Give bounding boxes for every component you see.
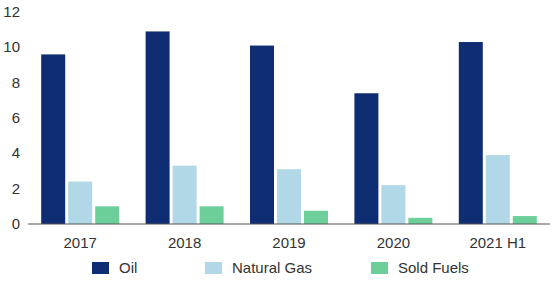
legend-swatch bbox=[205, 262, 222, 274]
chart: 0 2 4 6 8 10 12 2017 2018 2019 2020 2021 H1 Oil Natur… bbox=[0, 0, 552, 282]
bar bbox=[304, 211, 328, 224]
bar bbox=[459, 42, 483, 224]
x-axis-line bbox=[28, 224, 550, 225]
legend-swatch bbox=[92, 262, 109, 274]
bar bbox=[513, 216, 537, 224]
bar bbox=[173, 166, 197, 224]
bar bbox=[200, 206, 224, 224]
bar bbox=[68, 182, 92, 224]
bar bbox=[95, 206, 119, 224]
x-tick-label: 2017 bbox=[64, 234, 97, 251]
y-tick-label: 12 bbox=[3, 3, 20, 20]
legend: Oil Natural Gas Sold Fuels bbox=[92, 259, 469, 276]
x-tick-label: 2018 bbox=[168, 234, 201, 251]
legend-label: Oil bbox=[119, 259, 137, 276]
x-tick-label: 2020 bbox=[377, 234, 410, 251]
y-tick-label: 0 bbox=[12, 215, 20, 232]
bar bbox=[41, 54, 65, 224]
bar bbox=[146, 31, 170, 224]
y-tick-label: 4 bbox=[12, 144, 20, 161]
bar bbox=[408, 218, 432, 224]
bar bbox=[277, 169, 301, 224]
bar bbox=[250, 46, 274, 224]
bars bbox=[41, 31, 537, 224]
y-tick-label: 2 bbox=[12, 180, 20, 197]
legend-swatch bbox=[371, 262, 388, 274]
bar bbox=[354, 93, 378, 224]
y-tick-label: 10 bbox=[3, 38, 20, 55]
y-tick-label: 6 bbox=[12, 109, 20, 126]
x-tick-label: 2021 H1 bbox=[469, 234, 526, 251]
bar bbox=[486, 155, 510, 224]
legend-label: Sold Fuels bbox=[398, 259, 469, 276]
bar bbox=[381, 185, 405, 224]
x-tick-label: 2019 bbox=[272, 234, 305, 251]
legend-label: Natural Gas bbox=[232, 259, 312, 276]
y-tick-label: 8 bbox=[12, 74, 20, 91]
